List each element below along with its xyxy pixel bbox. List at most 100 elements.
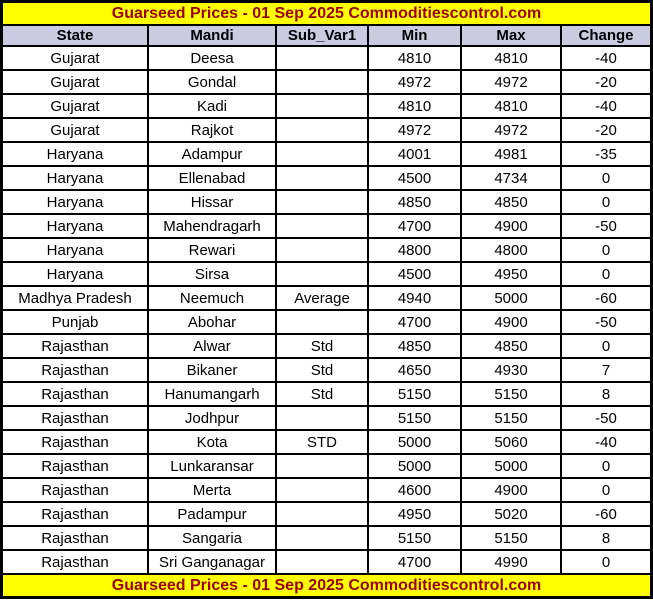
cell-state: Gujarat — [3, 117, 149, 143]
cell-sub_var1 — [275, 45, 369, 71]
cell-sub_var1: STD — [275, 429, 369, 455]
cell-sub_var1 — [275, 525, 369, 551]
table-row: Rajasthan Alwar Std 4850 4850 0 — [3, 333, 650, 359]
cell-sub_var1 — [275, 93, 369, 119]
cell-change: 0 — [560, 549, 650, 573]
cell-sub_var1 — [275, 405, 369, 431]
cell-max: 4990 — [460, 549, 562, 573]
cell-state: Haryana — [3, 189, 149, 215]
column-header-min: Min — [367, 26, 462, 47]
cell-mandi: Rewari — [147, 237, 277, 263]
table-row: Rajasthan Sri Ganganagar 4700 4990 0 — [3, 549, 650, 573]
column-header-mandi: Mandi — [147, 26, 277, 47]
cell-change: 0 — [560, 453, 650, 479]
cell-max: 4950 — [460, 261, 562, 287]
cell-change: 0 — [560, 237, 650, 263]
cell-min: 4972 — [367, 117, 462, 143]
cell-state: Haryana — [3, 237, 149, 263]
cell-change: 0 — [560, 261, 650, 287]
cell-sub_var1 — [275, 117, 369, 143]
table-row: Punjab Abohar 4700 4900 -50 — [3, 309, 650, 335]
cell-change: -50 — [560, 309, 650, 335]
cell-max: 5000 — [460, 453, 562, 479]
table-row: Madhya Pradesh Neemuch Average 4940 5000 -60 — [3, 285, 650, 311]
cell-max: 4810 — [460, 93, 562, 119]
cell-change: -20 — [560, 117, 650, 143]
cell-change: 0 — [560, 165, 650, 191]
cell-max: 4850 — [460, 189, 562, 215]
cell-min: 5000 — [367, 429, 462, 455]
cell-state: Gujarat — [3, 45, 149, 71]
cell-change: -50 — [560, 405, 650, 431]
cell-min: 4700 — [367, 213, 462, 239]
header-row: State Mandi Sub_Var1 Min Max Change — [3, 26, 650, 47]
cell-min: 5150 — [367, 381, 462, 407]
cell-state: Rajasthan — [3, 453, 149, 479]
cell-mandi: Deesa — [147, 45, 277, 71]
cell-min: 4600 — [367, 477, 462, 503]
table-row: Rajasthan Merta 4600 4900 0 — [3, 477, 650, 503]
cell-change: 7 — [560, 357, 650, 383]
column-header-max: Max — [460, 26, 562, 47]
cell-min: 4700 — [367, 309, 462, 335]
cell-change: 0 — [560, 189, 650, 215]
cell-max: 4810 — [460, 45, 562, 71]
cell-state: Haryana — [3, 213, 149, 239]
cell-max: 4850 — [460, 333, 562, 359]
cell-change: -40 — [560, 429, 650, 455]
column-header-state: State — [3, 26, 149, 47]
cell-state: Rajasthan — [3, 381, 149, 407]
cell-max: 5020 — [460, 501, 562, 527]
cell-state: Madhya Pradesh — [3, 285, 149, 311]
cell-max: 4900 — [460, 213, 562, 239]
cell-mandi: Merta — [147, 477, 277, 503]
cell-min: 4850 — [367, 333, 462, 359]
table-row: Rajasthan Lunkaransar 5000 5000 0 — [3, 453, 650, 479]
cell-change: -20 — [560, 69, 650, 95]
table-row: Haryana Ellenabad 4500 4734 0 — [3, 165, 650, 191]
cell-max: 5060 — [460, 429, 562, 455]
cell-max: 4734 — [460, 165, 562, 191]
cell-change: -40 — [560, 45, 650, 71]
cell-min: 4800 — [367, 237, 462, 263]
cell-sub_var1: Std — [275, 381, 369, 407]
cell-mandi: Lunkaransar — [147, 453, 277, 479]
cell-sub_var1 — [275, 549, 369, 573]
cell-state: Punjab — [3, 309, 149, 335]
cell-max: 5150 — [460, 525, 562, 551]
table-row: Rajasthan Kota STD 5000 5060 -40 — [3, 429, 650, 455]
table-row: Haryana Hissar 4850 4850 0 — [3, 189, 650, 215]
cell-mandi: Hanumangarh — [147, 381, 277, 407]
cell-mandi: Ellenabad — [147, 165, 277, 191]
column-header-sub_var1: Sub_Var1 — [275, 26, 369, 47]
cell-mandi: Kadi — [147, 93, 277, 119]
cell-change: 0 — [560, 477, 650, 503]
cell-sub_var1 — [275, 309, 369, 335]
cell-mandi: Sangaria — [147, 525, 277, 551]
cell-state: Rajasthan — [3, 525, 149, 551]
cell-min: 5150 — [367, 405, 462, 431]
cell-change: -40 — [560, 93, 650, 119]
cell-sub_var1 — [275, 261, 369, 287]
cell-sub_var1 — [275, 141, 369, 167]
table-row: Haryana Rewari 4800 4800 0 — [3, 237, 650, 263]
cell-mandi: Sri Ganganagar — [147, 549, 277, 573]
cell-min: 4500 — [367, 165, 462, 191]
cell-min: 4972 — [367, 69, 462, 95]
table-row: Rajasthan Hanumangarh Std 5150 5150 8 — [3, 381, 650, 407]
table-row: Gujarat Kadi 4810 4810 -40 — [3, 93, 650, 119]
cell-mandi: Adampur — [147, 141, 277, 167]
table-row: Rajasthan Padampur 4950 5020 -60 — [3, 501, 650, 527]
cell-sub_var1 — [275, 213, 369, 239]
cell-min: 4700 — [367, 549, 462, 573]
cell-mandi: Bikaner — [147, 357, 277, 383]
cell-min: 4001 — [367, 141, 462, 167]
cell-min: 5000 — [367, 453, 462, 479]
cell-sub_var1 — [275, 237, 369, 263]
cell-max: 5000 — [460, 285, 562, 311]
prices-table: State Mandi Sub_Var1 Min Max Change Gujarat De… — [3, 26, 650, 573]
cell-sub_var1 — [275, 453, 369, 479]
cell-mandi: Rajkot — [147, 117, 277, 143]
cell-change: 8 — [560, 525, 650, 551]
